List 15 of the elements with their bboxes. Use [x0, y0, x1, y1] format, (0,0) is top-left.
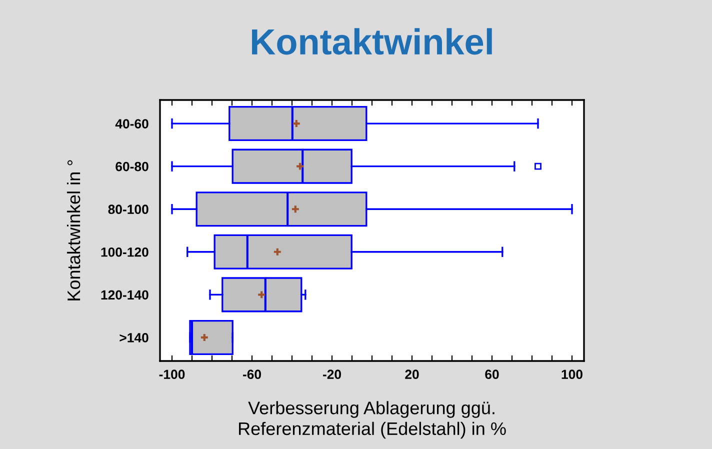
x-tick-label: -60 — [242, 370, 261, 380]
y-tick-label: 80-100 — [108, 204, 148, 214]
x-tick-label: 20 — [405, 370, 419, 380]
y-tick-label: >140 — [120, 333, 148, 342]
chart-title: Kontaktwinkel — [252, 28, 492, 55]
y-tick-label: 60-80 — [116, 162, 148, 172]
y-tick-label: 40-60 — [115, 119, 148, 128]
x-tick-label: -100 — [159, 370, 185, 380]
y-tick-label: 120-140 — [101, 290, 148, 300]
x-tick-label: -20 — [322, 370, 341, 380]
x-tick-label: 100 — [562, 370, 582, 380]
y-tick-label: 100-120 — [101, 247, 148, 257]
x-tick-label: 60 — [485, 370, 499, 380]
y-axis-title: Kontaktwinkel in ° — [66, 160, 80, 300]
x-axis-title: Verbesserung Ablagerung ggü. Referenzmaterial (Edelstahl) in % — [239, 401, 506, 439]
